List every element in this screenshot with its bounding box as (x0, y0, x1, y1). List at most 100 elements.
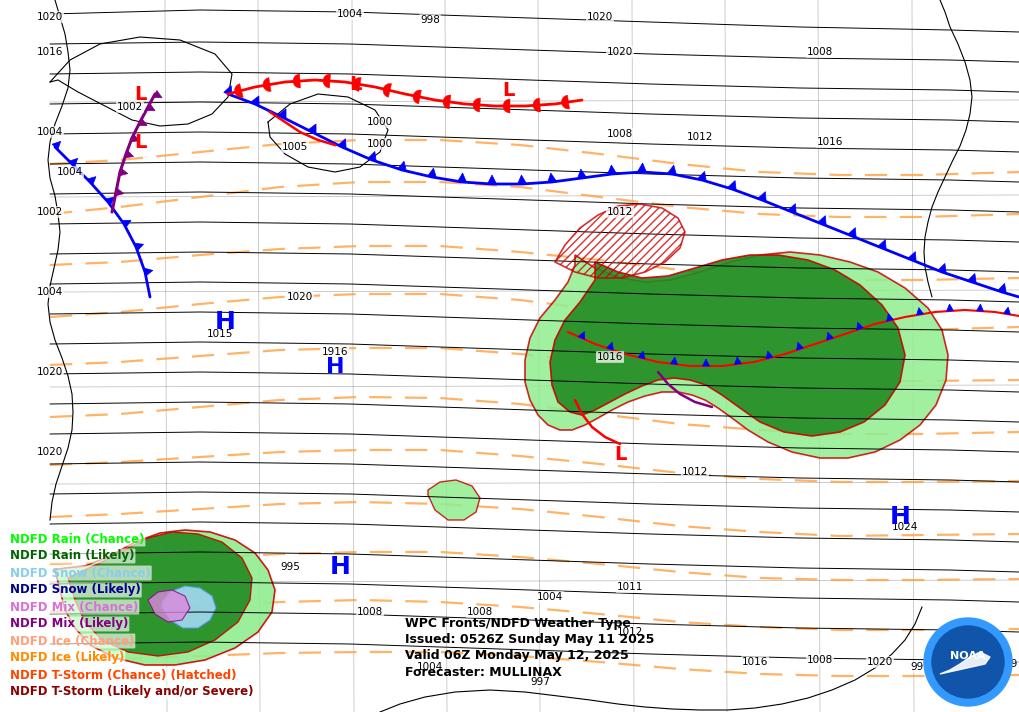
Text: 998: 998 (910, 662, 930, 672)
Text: L: L (613, 444, 627, 464)
Text: 1005: 1005 (282, 142, 308, 152)
Text: 1916: 1916 (322, 347, 348, 357)
Polygon shape (728, 181, 736, 191)
Polygon shape (487, 175, 496, 184)
Text: WPC Fronts/NDFD Weather Type: WPC Fronts/NDFD Weather Type (405, 617, 631, 631)
Text: 1012: 1012 (606, 207, 633, 217)
Polygon shape (607, 165, 616, 174)
Polygon shape (1004, 307, 1011, 315)
Polygon shape (413, 90, 422, 104)
Polygon shape (148, 590, 190, 622)
Text: L: L (133, 132, 146, 152)
Text: L: L (133, 85, 146, 103)
Text: 1020: 1020 (607, 47, 633, 57)
Text: Forecaster: MULLINAX: Forecaster: MULLINAX (405, 666, 561, 679)
Text: H: H (215, 310, 235, 334)
Polygon shape (518, 175, 527, 184)
Polygon shape (735, 357, 742, 365)
Polygon shape (251, 96, 259, 106)
Polygon shape (383, 83, 391, 98)
Polygon shape (135, 244, 144, 251)
Polygon shape (638, 163, 646, 172)
Polygon shape (443, 95, 451, 109)
Polygon shape (224, 85, 232, 95)
Text: 1012: 1012 (616, 627, 643, 637)
Circle shape (924, 618, 1012, 706)
Polygon shape (525, 252, 948, 458)
Text: NDFD Ice (Likely): NDFD Ice (Likely) (10, 651, 124, 664)
Polygon shape (937, 263, 947, 273)
Polygon shape (130, 135, 140, 142)
Polygon shape (702, 359, 709, 366)
Polygon shape (671, 357, 678, 365)
Polygon shape (353, 78, 361, 91)
Polygon shape (698, 172, 706, 182)
Text: 1016: 1016 (742, 657, 768, 667)
Polygon shape (122, 220, 131, 228)
Circle shape (932, 626, 1004, 698)
Text: 1012: 1012 (687, 132, 713, 142)
Polygon shape (547, 173, 556, 182)
Polygon shape (428, 168, 436, 178)
Polygon shape (797, 342, 803, 350)
Polygon shape (55, 530, 275, 665)
Polygon shape (578, 169, 587, 179)
Text: 1011: 1011 (616, 582, 643, 592)
Polygon shape (88, 177, 96, 185)
Text: 1004: 1004 (337, 9, 363, 19)
Text: Valid 06Z Monday May 12, 2025: Valid 06Z Monday May 12, 2025 (405, 649, 629, 662)
Polygon shape (397, 161, 407, 171)
Text: 1004: 1004 (417, 662, 443, 672)
Text: H: H (890, 505, 910, 529)
Text: 1029: 1029 (991, 659, 1018, 669)
Polygon shape (606, 342, 613, 350)
Polygon shape (145, 268, 153, 276)
Text: 1004: 1004 (537, 592, 564, 602)
Polygon shape (908, 251, 916, 262)
Text: 1016: 1016 (37, 47, 63, 57)
Polygon shape (458, 173, 467, 182)
Text: 1004: 1004 (37, 127, 63, 137)
Text: NDFD Rain (Likely): NDFD Rain (Likely) (10, 550, 135, 562)
Polygon shape (162, 586, 216, 628)
Polygon shape (579, 332, 585, 340)
Polygon shape (877, 240, 887, 250)
Text: H: H (329, 555, 351, 579)
Polygon shape (124, 150, 133, 158)
Polygon shape (338, 139, 346, 149)
Text: 1024: 1024 (892, 522, 918, 532)
Polygon shape (998, 283, 1007, 293)
Text: NDFD T-Storm (Likely and/or Severe): NDFD T-Storm (Likely and/or Severe) (10, 686, 254, 698)
Polygon shape (263, 78, 271, 91)
Polygon shape (106, 197, 114, 205)
Polygon shape (976, 304, 983, 311)
Text: 1029: 1029 (942, 659, 968, 669)
Polygon shape (857, 323, 863, 330)
Text: L: L (501, 80, 515, 100)
Text: NDFD Ice (Chance): NDFD Ice (Chance) (10, 634, 135, 647)
Polygon shape (788, 204, 796, 214)
Text: 1008: 1008 (467, 607, 493, 617)
Polygon shape (848, 228, 856, 238)
Polygon shape (758, 192, 766, 201)
Text: 1020: 1020 (867, 657, 893, 667)
Polygon shape (119, 168, 127, 176)
Polygon shape (69, 158, 77, 167)
Text: 1012: 1012 (682, 467, 708, 477)
Polygon shape (533, 98, 540, 112)
Text: 1004: 1004 (37, 287, 63, 297)
Text: 1000: 1000 (367, 139, 393, 149)
Polygon shape (766, 351, 772, 359)
Text: NOAA: NOAA (950, 651, 985, 661)
Polygon shape (473, 98, 481, 112)
Text: 1008: 1008 (607, 129, 633, 139)
Text: 1020: 1020 (587, 12, 613, 22)
Text: 1020: 1020 (37, 447, 63, 457)
Polygon shape (550, 255, 905, 436)
Polygon shape (916, 308, 923, 315)
Text: 1020: 1020 (37, 367, 63, 377)
Text: H: H (326, 357, 344, 377)
Text: NDFD Snow (Likely): NDFD Snow (Likely) (10, 584, 141, 597)
Polygon shape (323, 74, 330, 88)
Text: NDFD T-Storm (Chance) (Hatched): NDFD T-Storm (Chance) (Hatched) (10, 669, 236, 681)
